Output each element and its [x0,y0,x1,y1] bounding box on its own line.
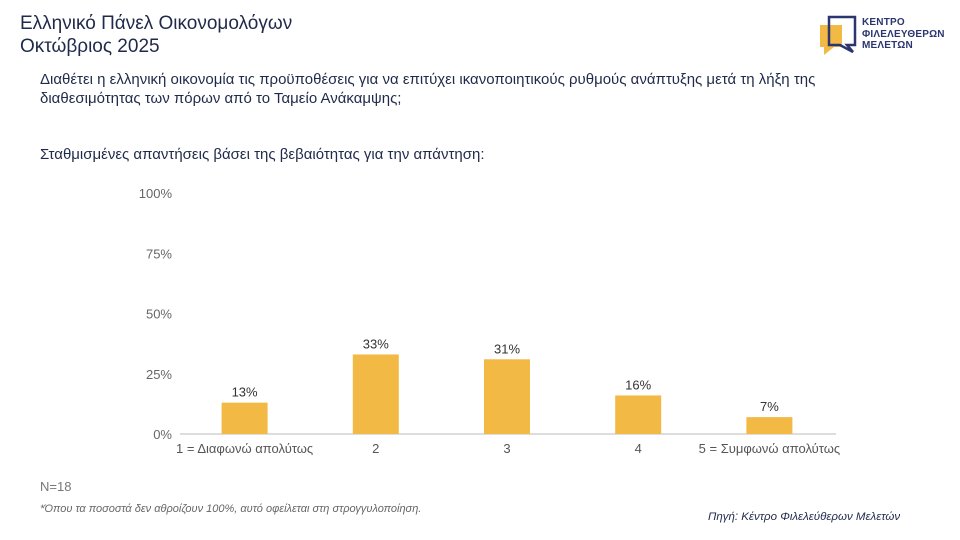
logo-text: ΚΕΝΤΡΟ ΦΙΛΕΛΕΥΘΕΡΩΝ ΜΕΛΕΤΩΝ [862,17,945,52]
logo [820,15,950,55]
bar [352,354,399,434]
data-label: 13% [232,385,258,400]
sample-size: N=18 [40,479,72,494]
y-tick-label: 0% [153,427,172,442]
y-tick-label: 100% [139,186,173,201]
bar [484,359,530,434]
data-label: 7% [760,399,779,414]
bar [221,402,268,434]
x-tick-label: 1 = Διαφωνώ απολύτως [176,441,313,456]
logo-line: ΦΙΛΕΛΕΥΘΕΡΩΝ [862,28,945,40]
x-tick-label: 2 [372,441,379,456]
y-tick-label: 25% [146,367,172,382]
data-label: 16% [625,377,651,392]
data-label: 31% [494,341,520,356]
logo-line: ΜΕΛΕΤΩΝ [862,40,913,51]
date: Οκτώβριος 2025 [20,36,160,57]
x-tick-label: 4 [635,441,642,456]
logo-line: ΚΕΝΤΡΟ [862,17,905,28]
source: Πηγή: Κέντρο Φιλελεύθερων Μελετών [708,511,901,523]
rounding-note: *Όπου τα ποσοστά δεν αθροίζουν 100%, αυτ… [40,503,422,515]
x-tick-label: 5 = Συμφωνώ απολύτως [699,441,840,456]
bar [615,395,662,434]
data-label: 33% [363,336,389,351]
question: Διαθέτει η ελληνική οικονομία τις προϋπο… [40,71,816,107]
y-tick-label: 50% [146,307,172,322]
y-tick-label: 75% [146,246,172,261]
x-tick-label: 3 [503,441,510,456]
bar [746,417,793,434]
logo-speech-bubble-icon [820,15,857,55]
title: Ελληνικό Πάνελ Οικονομολόγων [20,13,293,34]
chart-subtitle: Σταθμισμένες απαντήσεις βάσει της βεβαιό… [40,146,485,163]
bar-chart: 0%25%50%75%100%13%1 = Διαφωνώ απολύτως33… [139,186,840,456]
